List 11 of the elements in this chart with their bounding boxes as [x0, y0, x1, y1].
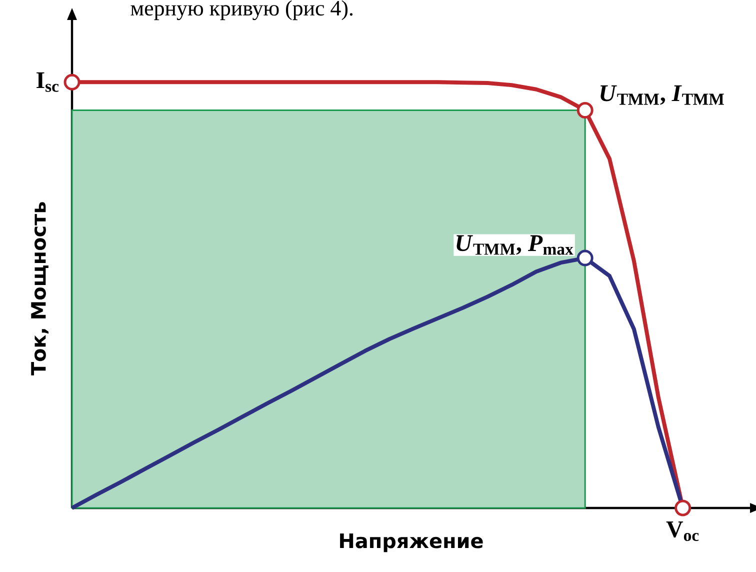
point — [64, 74, 80, 90]
text: мерную кривую (рис 4). — [130, 0, 353, 20]
point — [674, 500, 692, 516]
annotation: U$_{ТММ}$, I$_{ТММ}$ — [600, 85, 724, 105]
text: V$_{oc}$ — [666, 522, 699, 542]
y-axis-title: Ток, Мощность — [31, 202, 48, 376]
text: I$_{sc}$ — [36, 72, 59, 92]
point — [576, 250, 594, 266]
point — [576, 102, 594, 119]
annotation: U$_{ТММ}$, P$_{max}$ — [456, 235, 574, 255]
x-axis-title: Напряжение — [340, 534, 483, 552]
